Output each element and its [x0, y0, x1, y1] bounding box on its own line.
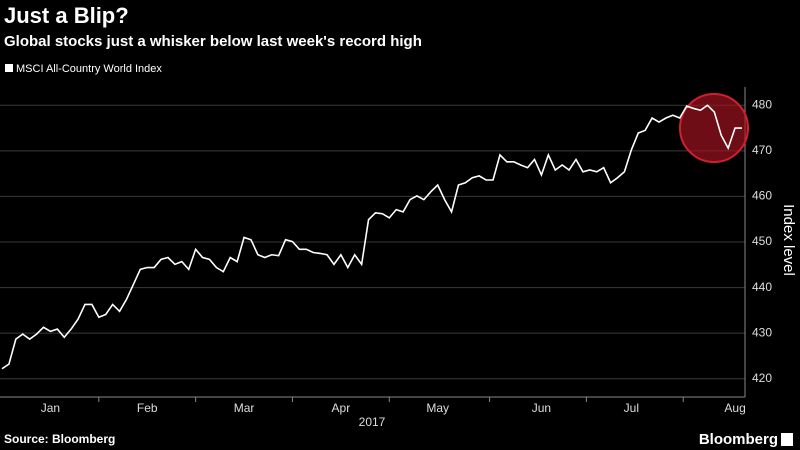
y-tick-label: 450	[752, 234, 772, 248]
source: Source: Bloomberg	[4, 432, 115, 446]
x-tick-label: May	[426, 401, 449, 415]
x-tick-label: Apr	[332, 401, 351, 415]
x-axis-label: 2017	[359, 415, 386, 429]
chart-title: Just a Blip?	[4, 3, 129, 28]
x-tick-label: Jun	[532, 401, 551, 415]
brand-icon	[781, 433, 793, 446]
y-axis-label: Index level	[780, 204, 797, 276]
x-tick-label: Aug	[724, 401, 745, 415]
y-tick-label: 470	[752, 143, 772, 157]
chart-subtitle: Global stocks just a whisker below last …	[4, 33, 422, 50]
highlight-circle	[679, 93, 749, 163]
legend-swatch	[5, 64, 13, 72]
y-tick-label: 460	[752, 189, 772, 203]
x-tick-label: Feb	[137, 401, 158, 415]
x-tick-label: Mar	[234, 401, 255, 415]
y-tick-label: 480	[752, 97, 772, 111]
y-tick-label: 440	[752, 280, 772, 294]
y-tick-label: 430	[752, 325, 772, 339]
line	[1, 104, 742, 370]
x-tick-label: Jul	[624, 401, 639, 415]
brand: Bloomberg	[699, 431, 778, 448]
x-tick-label: Jan	[41, 401, 60, 415]
legend-label: MSCI All-Country World Index	[16, 63, 162, 75]
y-tick-label: 420	[752, 371, 772, 385]
